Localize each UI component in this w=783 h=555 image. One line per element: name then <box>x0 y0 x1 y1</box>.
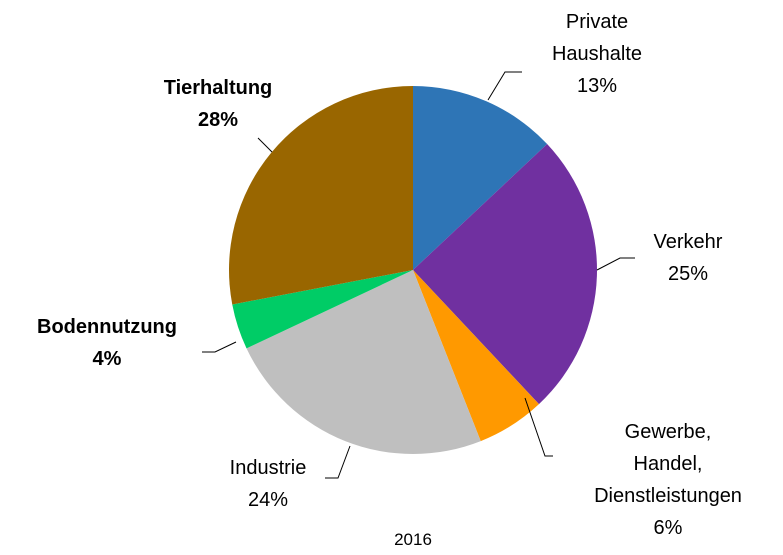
slice-label: Bodennutzung 4% <box>37 311 177 375</box>
leader-line <box>487 71 522 101</box>
pie-slice <box>246 270 481 455</box>
category-label: Industrie <box>229 457 307 479</box>
value-label: 25% <box>667 263 709 285</box>
slice-label: Gewerbe, Handel, Dienstleistungen 6% <box>594 416 742 544</box>
pie-slice <box>228 86 413 305</box>
leader-line <box>257 137 273 153</box>
pie-slice <box>413 144 597 405</box>
value-label: 13% <box>576 75 618 97</box>
slice-label: Private Haushalte 13% <box>552 6 642 102</box>
leader-line <box>202 341 237 353</box>
category-label: Bodennutzung <box>37 316 177 338</box>
category-label: Private Haushalte <box>551 11 643 65</box>
slice-label: Tierhaltung 28% <box>164 72 273 136</box>
value-label: 24% <box>247 489 289 511</box>
pie-slice <box>413 270 539 442</box>
leader-line <box>325 445 351 479</box>
slice-label: Verkehr 25% <box>654 226 723 290</box>
value-label: 6% <box>653 517 683 539</box>
slice-label: Industrie 24% <box>230 452 307 516</box>
pie-slice <box>232 270 413 349</box>
leader-line <box>596 257 635 271</box>
chart-title: 2016 <box>394 530 432 549</box>
category-label: Verkehr <box>653 231 723 253</box>
category-label: Gewerbe, Handel, Dienstleistungen <box>594 421 742 507</box>
value-label: 4% <box>92 348 122 370</box>
leader-line <box>524 397 553 457</box>
value-label: 28% <box>197 109 239 131</box>
pie-slice <box>413 86 548 270</box>
category-label: Tierhaltung <box>163 77 273 99</box>
